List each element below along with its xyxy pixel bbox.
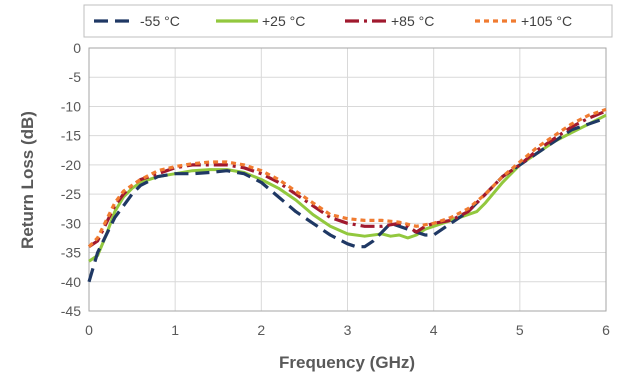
legend-label-1: +25 °C xyxy=(262,13,305,29)
y-tick-label: -10 xyxy=(61,98,81,114)
x-tick-label: 2 xyxy=(257,322,265,338)
y-tick-label: -40 xyxy=(61,274,81,290)
y-axis-title: Return Loss (dB) xyxy=(18,111,37,249)
legend-label-3: +105 °C xyxy=(521,13,572,29)
series-line-3 xyxy=(87,107,607,248)
x-tick-label: 6 xyxy=(602,322,610,338)
y-tick-label: -35 xyxy=(61,245,81,261)
plot-border xyxy=(88,47,607,312)
x-tick-labels: 0 1 2 3 4 5 6 xyxy=(85,322,610,338)
y-tick-label: -30 xyxy=(61,215,81,231)
plot-area xyxy=(87,47,607,312)
y-tick-label: -5 xyxy=(69,69,82,85)
y-tick-label: -20 xyxy=(61,157,81,173)
y-tick-labels: 0 -5 -10 -15 -20 -25 -30 -35 -40 -45 xyxy=(61,40,81,319)
x-tick-label: 4 xyxy=(430,322,438,338)
legend: -55 °C +25 °C +85 °C +105 °C xyxy=(83,4,613,38)
x-tick-label: 3 xyxy=(344,322,352,338)
x-axis-title: Frequency (GHz) xyxy=(279,353,415,372)
y-tick-label: 0 xyxy=(73,40,81,56)
y-tick-label: -25 xyxy=(61,186,81,202)
series-lines xyxy=(87,107,607,283)
legend-label-0: -55 °C xyxy=(140,13,180,29)
x-tick-label: 0 xyxy=(85,322,93,338)
y-tick-label: -15 xyxy=(61,128,81,144)
x-tick-label: 5 xyxy=(516,322,524,338)
series-line-0 xyxy=(87,116,607,283)
series-line-1 xyxy=(88,113,607,263)
y-tick-label: -45 xyxy=(61,303,81,319)
legend-label-2: +85 °C xyxy=(391,13,434,29)
x-tick-label: 1 xyxy=(171,322,179,338)
